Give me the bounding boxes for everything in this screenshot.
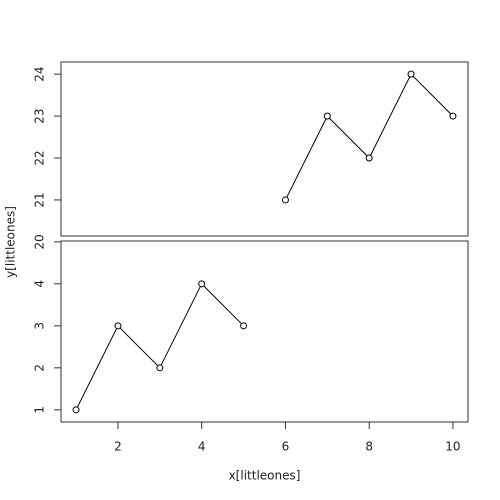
panel-box	[60, 61, 469, 237]
x-tick-label: 6	[282, 440, 290, 454]
y-tick-label: 20	[33, 234, 47, 249]
data-point	[281, 196, 289, 204]
y-tick-label: 22	[33, 150, 47, 165]
data-point	[240, 322, 248, 330]
data-point	[156, 364, 164, 372]
data-line	[75, 282, 244, 411]
y-tick-label: 2	[33, 364, 47, 372]
data-point	[114, 322, 122, 330]
x-tick-label: 4	[198, 440, 206, 454]
y-tick-label: 21	[33, 192, 47, 207]
y-tick-label: 4	[33, 280, 47, 288]
x-tick-label: 8	[365, 440, 373, 454]
x-tick-label: 2	[114, 440, 122, 454]
y-tick-label: 23	[33, 108, 47, 123]
data-point	[449, 112, 457, 120]
x-axis-label: x[littleones]	[229, 469, 301, 483]
y-axis-label: y[littleones]	[4, 206, 18, 278]
data-point	[72, 406, 80, 414]
panel-box	[60, 240, 469, 423]
y-tick-label: 24	[33, 67, 47, 82]
data-point	[365, 154, 373, 162]
x-tick-label: 10	[445, 440, 460, 454]
y-tick-label: 1	[33, 406, 47, 414]
data-line	[284, 73, 454, 201]
data-point	[407, 70, 415, 78]
y-tick-label: 3	[33, 322, 47, 330]
data-point	[198, 280, 206, 288]
data-point	[323, 112, 331, 120]
